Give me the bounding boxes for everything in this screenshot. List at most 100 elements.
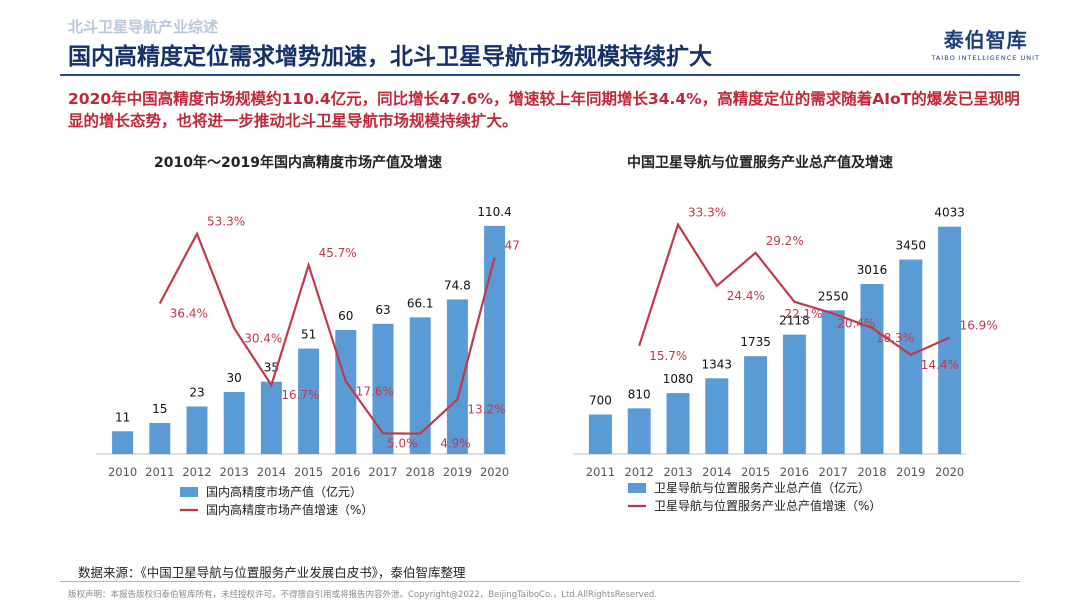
x-tick-label: 2018 — [406, 465, 435, 479]
growth-rate-label: 15.7% — [649, 349, 687, 363]
x-tick-label: 2013 — [663, 465, 692, 479]
growth-rate-label: 16.7% — [281, 388, 319, 402]
bar-value-label: 700 — [589, 394, 612, 408]
x-tick-label: 2019 — [443, 465, 472, 479]
footer-divider — [60, 581, 1020, 582]
logo-text: 泰伯智库 — [943, 28, 1028, 52]
bar-2017 — [821, 310, 845, 454]
x-tick-label: 2020 — [480, 465, 509, 479]
bar-2012 — [186, 406, 208, 454]
page-title: 国内高精度定位需求增势加速，北斗卫星导航市场规模持续扩大 — [68, 44, 712, 70]
x-tick-label: 2011 — [586, 465, 615, 479]
bar-value-label: 15 — [152, 402, 167, 416]
bar-2015 — [298, 348, 320, 454]
bar-2012 — [627, 408, 651, 454]
x-tick-label: 2012 — [625, 465, 654, 479]
bar-2017 — [372, 323, 394, 454]
chart-svg-0: 2010年～2019年国内高精度市场产值及增速 11 2010 15 2011 23 201… — [96, 154, 520, 517]
growth-rate-label: 16.9% — [960, 319, 998, 333]
legend-label-bar: 国内高精度市场产值（亿元） — [206, 484, 362, 499]
section-kicker: 北斗卫星导航产业综述 — [68, 18, 219, 36]
bar-2014 — [260, 381, 282, 454]
bar-value-label: 4033 — [934, 206, 965, 220]
growth-rate-label: 13.2% — [467, 402, 505, 416]
chart-title: 中国卫星导航与位置服务产业总产值及增速 — [627, 154, 893, 171]
copyright-notice: 版权声明：本报告版权归泰伯智库所有，未经授权许可，不得擅自引用或将报告内容外泄。… — [68, 590, 658, 600]
legend-label-bar: 卫星导航与位置服务产业总产值（亿元） — [654, 480, 870, 495]
brand-logo: 泰伯智库 TAIBO INTELLIGENCE UNIT — [931, 24, 1040, 62]
x-tick-label: 2015 — [294, 465, 323, 479]
bar-value-label: 30 — [227, 371, 242, 385]
chart-satellite-navigation-industry: 中国卫星导航与位置服务产业总产值及增速 700 2011 810 2012 1080 201… — [558, 140, 998, 530]
legend-swatch-bar — [180, 487, 198, 497]
growth-rate-label: 29.2% — [766, 234, 804, 248]
bar-2011 — [588, 414, 612, 454]
data-source-note: 数据来源：《中国卫星导航与位置服务产业发展白皮书》，泰伯智库整理 — [78, 565, 466, 580]
growth-rate-label: 33.3% — [688, 206, 726, 220]
x-tick-label: 2017 — [368, 465, 397, 479]
growth-rate-label: 20.4% — [837, 316, 875, 330]
bar-2016 — [335, 330, 357, 454]
growth-rate-label: 24.4% — [727, 289, 765, 303]
growth-rate-label: 22.1% — [784, 307, 822, 321]
growth-rate-label: 17.6% — [356, 384, 394, 398]
growth-rate-label: 36.4% — [170, 307, 208, 321]
x-tick-label: 2019 — [896, 465, 925, 479]
x-tick-label: 2017 — [819, 465, 848, 479]
bar-2020 — [484, 225, 506, 454]
bar-value-label: 2118 — [779, 314, 810, 328]
bar-2016 — [782, 334, 806, 454]
bar-2011 — [149, 423, 171, 454]
legend-swatch-bar — [628, 483, 646, 493]
bar-value-label: 74.8 — [444, 278, 471, 292]
bar-value-label: 66.1 — [407, 296, 434, 310]
bar-value-label: 810 — [628, 387, 651, 401]
growth-line — [638, 222, 951, 357]
legend-label-line: 国内高精度市场产值增速（%） — [206, 502, 373, 517]
legend-label-line: 卫星导航与位置服务产业总产值增速（%） — [654, 498, 881, 513]
growth-rate-label: 4.9% — [440, 437, 471, 451]
summary-text: 2020年中国高精度市场规模约110.4亿元，同比增长47.6%，增速较上年同期… — [68, 90, 1020, 130]
growth-rate-label: 47.6% — [505, 238, 520, 252]
bar-value-label: 2550 — [818, 289, 849, 303]
chart-title: 2010年～2019年国内高精度市场产值及增速 — [154, 154, 442, 171]
bar-value-label: 51 — [301, 328, 316, 342]
bar-2019 — [446, 299, 468, 454]
x-tick-label: 2013 — [220, 465, 249, 479]
growth-rate-label: 18.3% — [876, 331, 914, 345]
x-tick-label: 2020 — [935, 465, 964, 479]
bar-2013 — [666, 393, 690, 454]
bar-value-label: 1735 — [740, 335, 771, 349]
x-tick-label: 2014 — [257, 465, 286, 479]
bar-2020 — [938, 226, 962, 454]
growth-rate-label: 14.4% — [921, 358, 959, 372]
title-divider — [60, 74, 1020, 76]
bar-value-label: 63 — [375, 303, 390, 317]
bar-2018 — [409, 317, 431, 454]
x-tick-label: 2018 — [857, 465, 886, 479]
x-tick-label: 2016 — [331, 465, 360, 479]
logo-subtext: TAIBO INTELLIGENCE UNIT — [931, 54, 1040, 62]
bar-value-label: 60 — [338, 309, 353, 323]
bar-2019 — [899, 259, 923, 454]
x-tick-label: 2012 — [182, 465, 211, 479]
bar-2018 — [860, 284, 884, 454]
growth-rate-label: 53.3% — [207, 215, 245, 229]
bar-2013 — [223, 392, 245, 454]
bar-value-label: 3016 — [857, 263, 888, 277]
bar-value-label: 23 — [189, 385, 204, 399]
x-tick-label: 2014 — [702, 465, 731, 479]
bar-2014 — [705, 378, 729, 454]
x-tick-label: 2011 — [145, 465, 174, 479]
x-tick-label: 2016 — [780, 465, 809, 479]
growth-rate-label: 5.0% — [387, 436, 418, 450]
growth-line — [158, 231, 496, 435]
growth-rate-label: 45.7% — [319, 246, 357, 260]
chart-high-precision-market: 2010年～2019年国内高精度市场产值及增速 11 2010 15 2011 23 201… — [60, 140, 520, 530]
bar-2015 — [744, 356, 768, 454]
chart-svg-1: 中国卫星导航与位置服务产业总产值及增速 700 2011 810 2012 1080 201… — [573, 154, 998, 513]
growth-rate-label: 30.4% — [244, 331, 282, 345]
bar-2010 — [112, 431, 134, 454]
x-tick-label: 2015 — [741, 465, 770, 479]
bar-value-label: 11 — [115, 410, 130, 424]
